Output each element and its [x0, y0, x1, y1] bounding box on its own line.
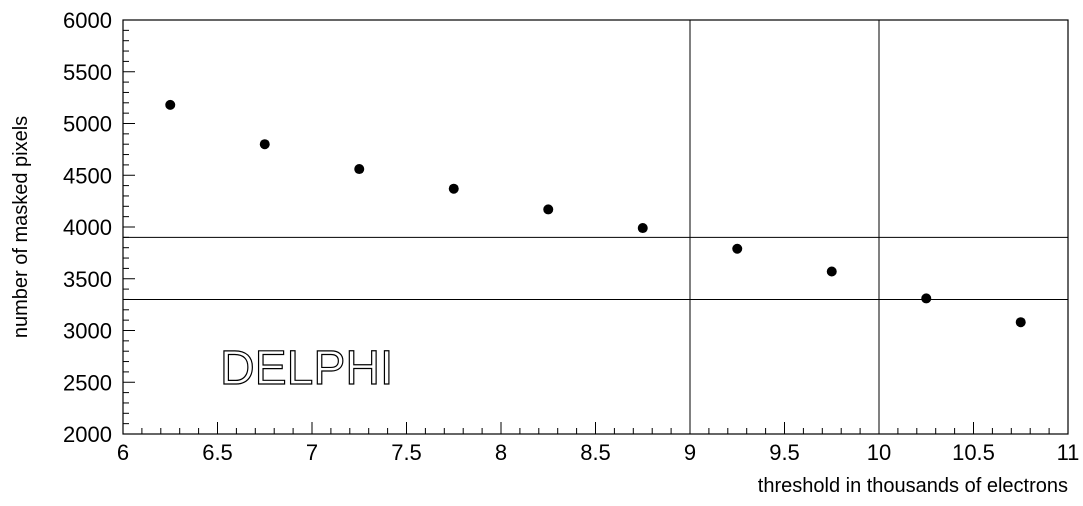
annotation: DELPHI — [220, 342, 393, 395]
x-axis-title: threshold in thousands of electrons — [758, 475, 1068, 497]
x-tick-label: 10.5 — [952, 440, 995, 465]
y-tick-label: 4500 — [63, 163, 112, 188]
data-point — [826, 266, 837, 277]
y-tick-label: 2500 — [63, 370, 112, 395]
data-point — [543, 204, 554, 215]
x-tick-label: 8.5 — [580, 440, 611, 465]
y-tick-label: 6000 — [63, 8, 112, 33]
y-tick-label: 5500 — [63, 60, 112, 85]
x-tick-label: 6.5 — [202, 440, 233, 465]
data-point — [259, 139, 270, 150]
x-tick-label: 11 — [1057, 440, 1080, 465]
x-tick-label: 7 — [306, 440, 318, 465]
y-axis-title: number of masked pixels — [10, 116, 32, 338]
data-point — [637, 223, 648, 234]
data-point — [448, 183, 459, 194]
x-tick-label: 8 — [495, 440, 507, 465]
data-point — [732, 243, 743, 254]
y-tick-label: 4000 — [63, 215, 112, 240]
y-tick-label: 2000 — [63, 422, 112, 447]
data-point — [1015, 317, 1026, 328]
x-tick-label: 9.5 — [769, 440, 800, 465]
data-point — [354, 164, 365, 175]
data-point — [165, 99, 176, 110]
x-tick-label: 10 — [867, 440, 891, 465]
y-tick-label: 5000 — [63, 112, 112, 137]
y-tick-label: 3000 — [63, 319, 112, 344]
x-tick-label: 9 — [684, 440, 696, 465]
x-tick-label: 7.5 — [391, 440, 422, 465]
y-tick-label: 3500 — [63, 267, 112, 292]
x-tick-label: 6 — [117, 440, 129, 465]
data-point — [921, 293, 932, 304]
